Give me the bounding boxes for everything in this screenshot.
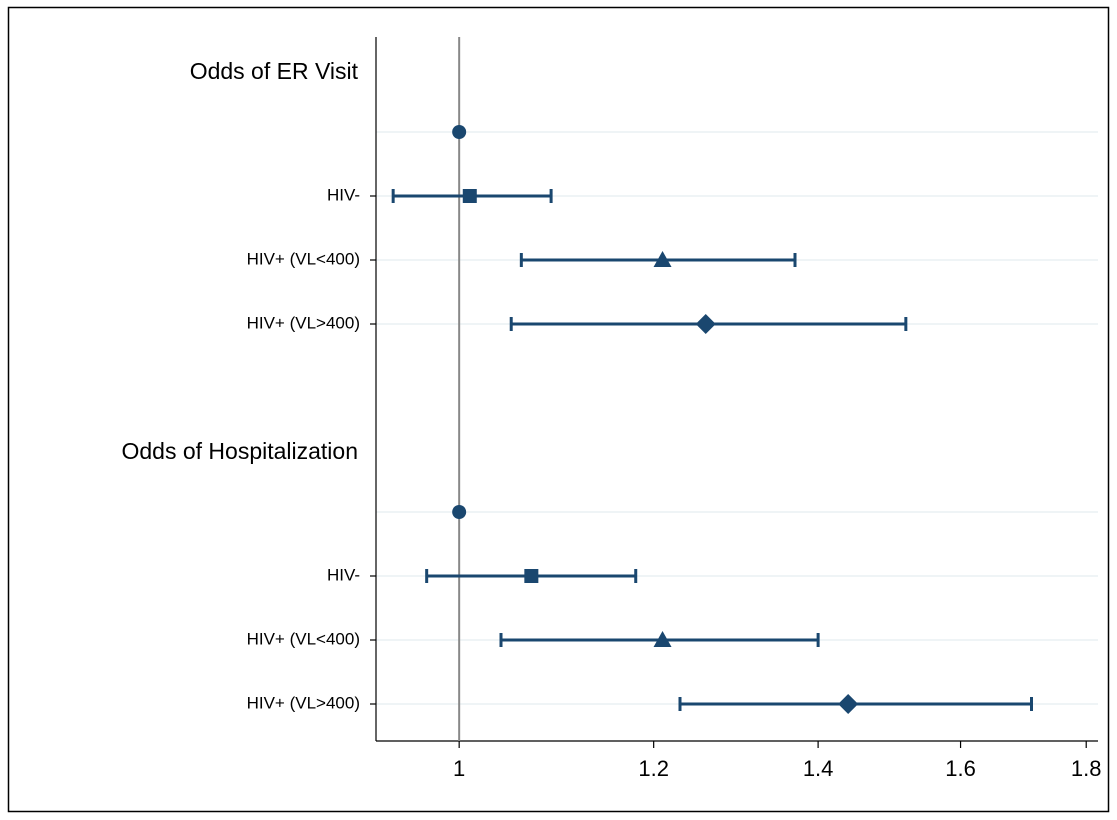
estimate-point: [452, 505, 467, 519]
row-label: HIV+ (VL<400): [247, 629, 360, 648]
x-tick-label: 1.2: [638, 756, 669, 781]
estimate-point: [838, 694, 859, 714]
estimate-point: [695, 314, 716, 334]
x-tick-label: 1: [453, 756, 465, 781]
estimate-point: [462, 189, 477, 203]
estimate-point: [653, 631, 672, 647]
group-title: Odds of Hospitalization: [121, 438, 358, 464]
x-tick-label: 1.8: [1071, 756, 1102, 781]
frame: [7, 6, 1110, 813]
row-label: HIV+ (VL<400): [247, 249, 360, 268]
estimate-point: [524, 569, 539, 583]
estimate-point: [452, 125, 467, 139]
group-title: Odds of ER Visit: [190, 58, 359, 84]
row-label: HIV-: [327, 565, 360, 584]
row-label: HIV-: [327, 185, 360, 204]
estimate-point: [653, 251, 672, 267]
row-label: HIV+ (VL>400): [247, 313, 360, 332]
x-tick-label: 1.4: [803, 756, 834, 781]
row-label: HIV+ (VL>400): [247, 693, 360, 712]
x-tick-label: 1.6: [945, 756, 976, 781]
